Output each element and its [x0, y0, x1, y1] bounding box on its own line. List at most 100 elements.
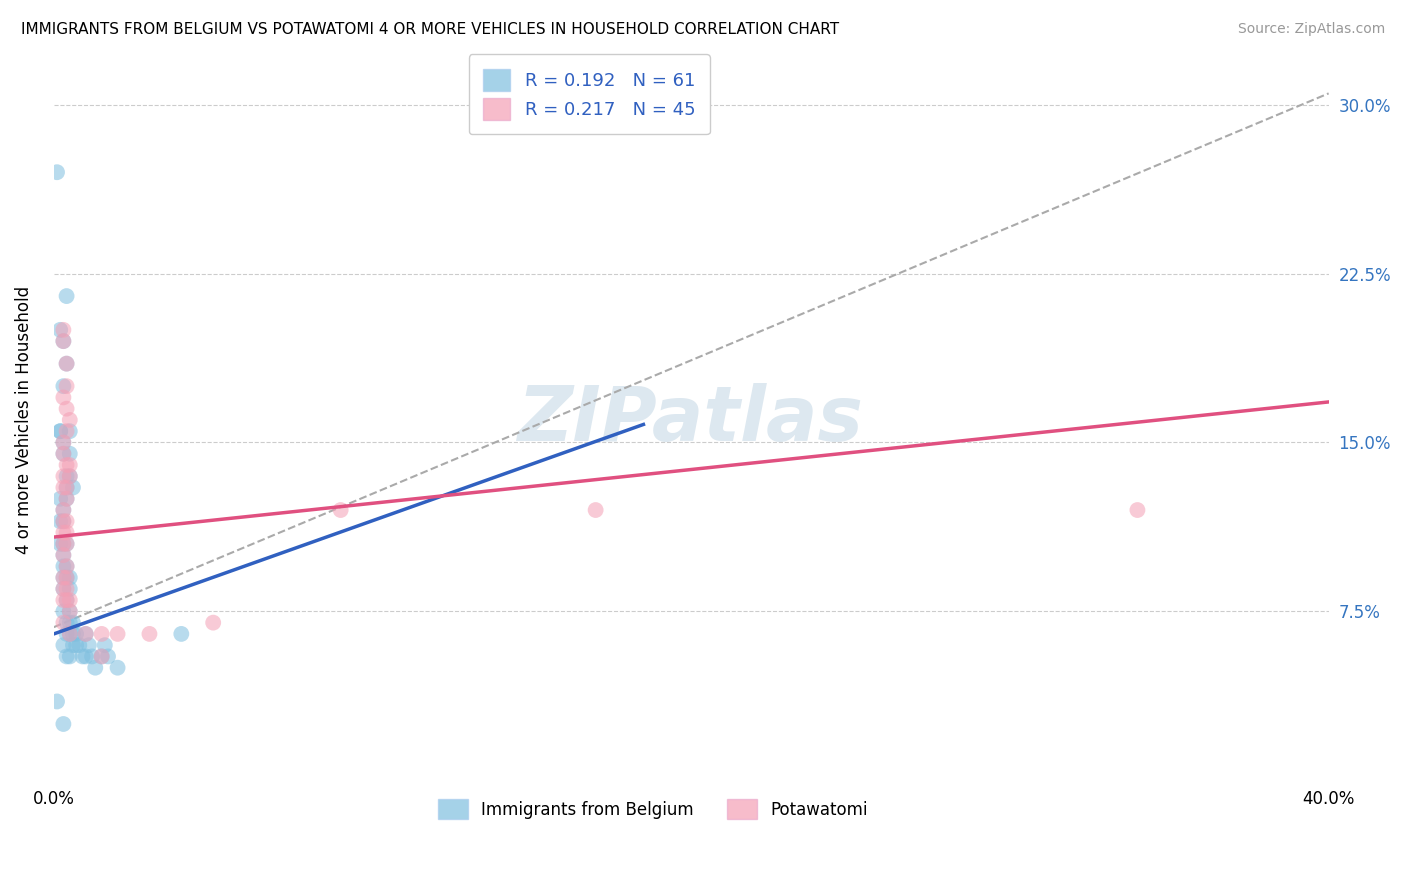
- Point: [55, 559, 77, 574]
- Point: [55, 401, 77, 416]
- Point: [52, 537, 75, 551]
- Point: [59, 649, 82, 664]
- Point: [49, 323, 72, 337]
- Point: [52, 525, 75, 540]
- Point: [49, 424, 72, 438]
- Point: [55, 481, 77, 495]
- Point: [59, 627, 82, 641]
- Point: [62, 615, 84, 630]
- Point: [52, 582, 75, 596]
- Point: [52, 503, 75, 517]
- Point: [52, 334, 75, 348]
- Point: [55, 357, 77, 371]
- Point: [55, 571, 77, 585]
- Point: [75, 627, 97, 641]
- Point: [52, 582, 75, 596]
- Point: [329, 503, 352, 517]
- Point: [52, 435, 75, 450]
- Point: [59, 424, 82, 438]
- Point: [52, 537, 75, 551]
- Text: ZIPatlas: ZIPatlas: [519, 383, 865, 457]
- Point: [84, 661, 107, 675]
- Point: [49, 514, 72, 528]
- Point: [55, 491, 77, 506]
- Point: [59, 447, 82, 461]
- Point: [138, 627, 160, 641]
- Point: [55, 537, 77, 551]
- Point: [52, 469, 75, 483]
- Text: IMMIGRANTS FROM BELGIUM VS POTAWATOMI 4 OR MORE VEHICLES IN HOUSEHOLD CORRELATIO: IMMIGRANTS FROM BELGIUM VS POTAWATOMI 4 …: [21, 22, 839, 37]
- Point: [55, 559, 77, 574]
- Point: [59, 593, 82, 607]
- Point: [90, 627, 112, 641]
- Point: [55, 537, 77, 551]
- Point: [46, 694, 69, 708]
- Point: [59, 627, 82, 641]
- Point: [55, 593, 77, 607]
- Point: [55, 514, 77, 528]
- Point: [59, 582, 82, 596]
- Point: [1126, 503, 1149, 517]
- Point: [52, 323, 75, 337]
- Point: [80, 649, 103, 664]
- Point: [55, 491, 77, 506]
- Point: [52, 435, 75, 450]
- Point: [55, 357, 77, 371]
- Point: [55, 424, 77, 438]
- Text: Source: ZipAtlas.com: Source: ZipAtlas.com: [1237, 22, 1385, 37]
- Point: [585, 503, 607, 517]
- Point: [52, 447, 75, 461]
- Point: [170, 627, 193, 641]
- Point: [202, 615, 225, 630]
- Point: [52, 593, 75, 607]
- Point: [77, 638, 100, 652]
- Point: [52, 503, 75, 517]
- Point: [55, 289, 77, 303]
- Point: [55, 615, 77, 630]
- Point: [62, 638, 84, 652]
- Point: [52, 559, 75, 574]
- Point: [65, 638, 87, 652]
- Point: [52, 447, 75, 461]
- Point: [52, 548, 75, 562]
- Point: [55, 593, 77, 607]
- Point: [55, 582, 77, 596]
- Point: [52, 548, 75, 562]
- Point: [55, 379, 77, 393]
- Point: [52, 604, 75, 618]
- Point: [55, 525, 77, 540]
- Point: [55, 469, 77, 483]
- Point: [55, 627, 77, 641]
- Point: [75, 627, 97, 641]
- Point: [72, 649, 94, 664]
- Point: [59, 469, 82, 483]
- Point: [55, 481, 77, 495]
- Point: [49, 424, 72, 438]
- Point: [55, 649, 77, 664]
- Point: [52, 334, 75, 348]
- Point: [59, 458, 82, 472]
- Legend: Immigrants from Belgium, Potawatomi: Immigrants from Belgium, Potawatomi: [432, 792, 875, 826]
- Point: [97, 649, 120, 664]
- Point: [55, 571, 77, 585]
- Point: [59, 615, 82, 630]
- Point: [46, 165, 69, 179]
- Point: [52, 481, 75, 495]
- Point: [52, 717, 75, 731]
- Point: [90, 649, 112, 664]
- Point: [62, 481, 84, 495]
- Point: [59, 604, 82, 618]
- Point: [59, 413, 82, 427]
- Point: [107, 661, 129, 675]
- Point: [49, 537, 72, 551]
- Point: [75, 649, 97, 664]
- Point: [55, 458, 77, 472]
- Point: [94, 638, 117, 652]
- Point: [52, 571, 75, 585]
- Point: [62, 627, 84, 641]
- Point: [52, 514, 75, 528]
- Point: [59, 469, 82, 483]
- Point: [59, 571, 82, 585]
- Point: [65, 627, 87, 641]
- Point: [52, 615, 75, 630]
